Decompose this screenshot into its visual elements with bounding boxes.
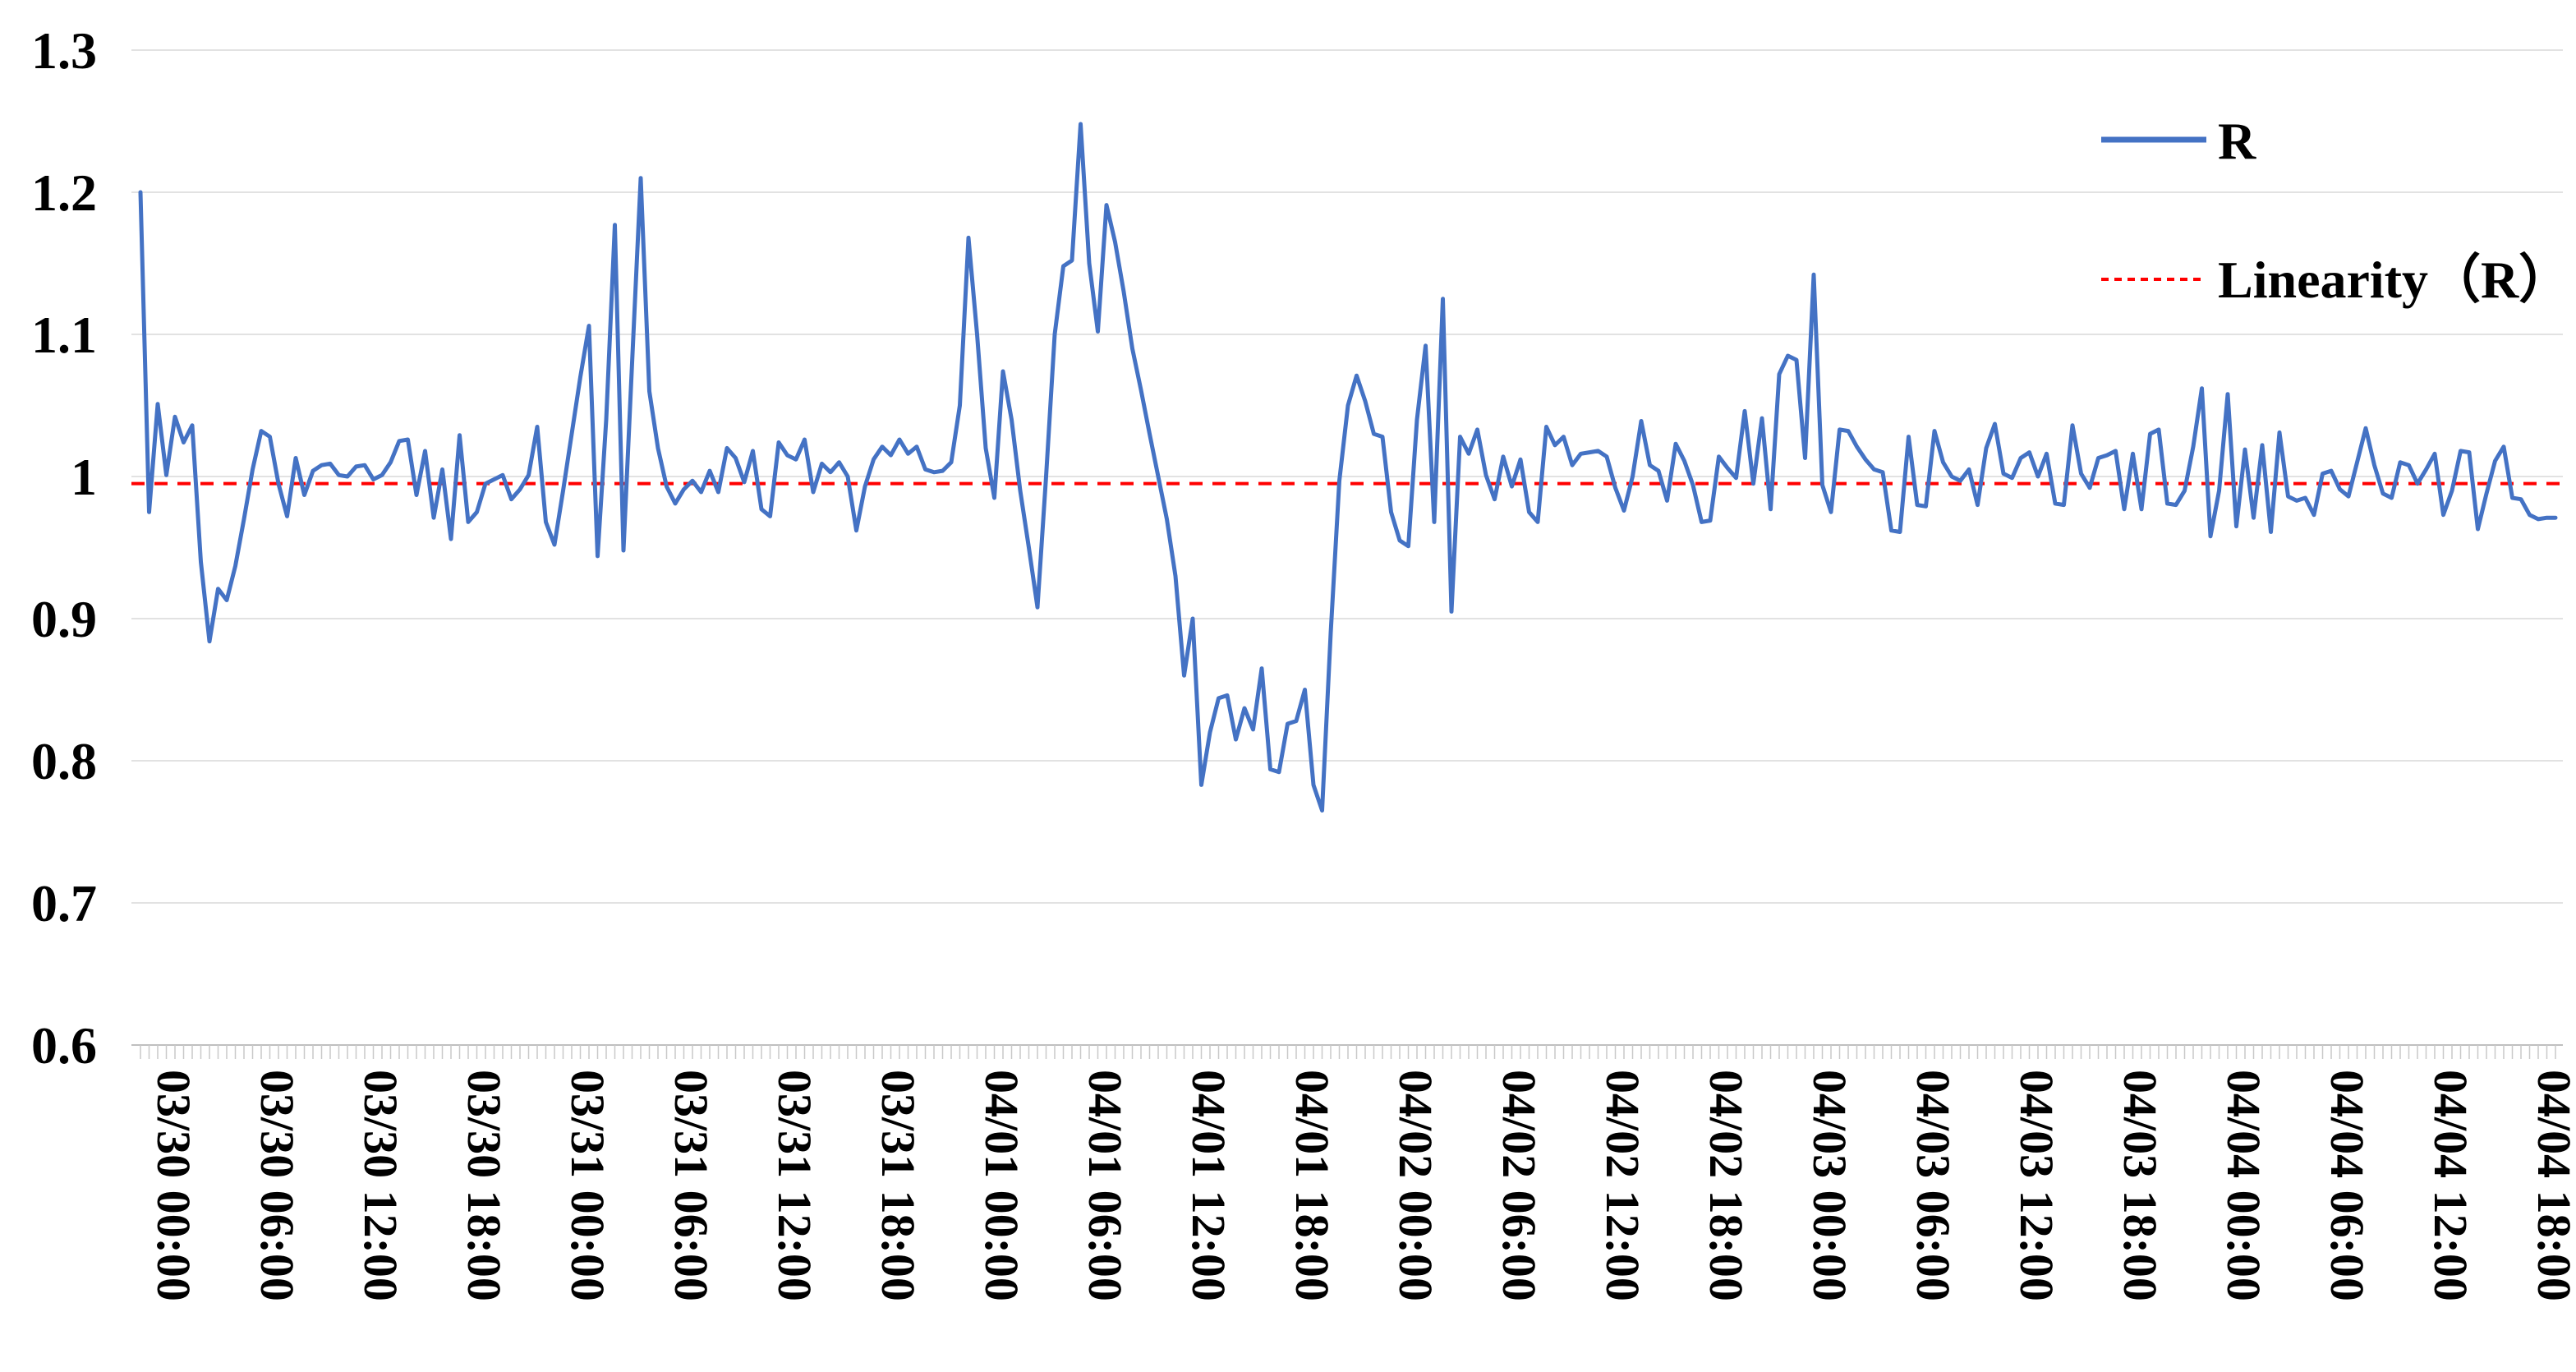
y-axis-label: 0.6 [31, 1016, 97, 1075]
x-axis-label: 03/30 12:00 [354, 1070, 407, 1301]
x-axis-label: 04/02 00:00 [1389, 1070, 1442, 1301]
y-axis-label: 0.7 [31, 874, 97, 932]
y-axis-label: 0.8 [31, 732, 97, 790]
x-axis-label: 04/02 12:00 [1596, 1070, 1649, 1301]
x-axis-label: 04/04 12:00 [2424, 1070, 2477, 1301]
x-axis-label: 04/01 00:00 [975, 1070, 1028, 1301]
x-axis-label: 04/02 18:00 [1700, 1070, 1753, 1301]
x-axis-label: 03/30 06:00 [251, 1070, 304, 1301]
x-axis-label: 04/04 18:00 [2528, 1070, 2576, 1301]
x-axis-minor-ticks [140, 1045, 2556, 1059]
legend: R Linearity（R） [2101, 112, 2571, 309]
x-axis-label: 03/31 06:00 [665, 1070, 718, 1301]
x-axis-label: 03/31 12:00 [768, 1070, 821, 1301]
x-axis-label: 04/01 18:00 [1286, 1070, 1339, 1301]
x-axis-label: 04/04 00:00 [2217, 1070, 2270, 1301]
x-axis-label: 03/31 18:00 [872, 1070, 925, 1301]
y-axis-label: 1.1 [31, 306, 97, 364]
x-axis-label: 04/01 06:00 [1079, 1070, 1132, 1301]
gridlines [131, 49, 2563, 904]
y-axis-label: 1 [71, 448, 97, 506]
x-axis-label: 03/30 00:00 [147, 1070, 200, 1301]
y-axis-labels: 1.3 1.2 1.1 1 0.9 0.8 0.7 0.6 [31, 21, 97, 1075]
x-axis-label: 04/03 18:00 [2114, 1070, 2167, 1301]
x-axis-label: 04/03 06:00 [1907, 1070, 1960, 1301]
legend-linearity-label: Linearity（R） [2218, 251, 2571, 309]
legend-r-label: R [2218, 112, 2256, 170]
x-axis-label: 04/04 06:00 [2321, 1070, 2374, 1301]
x-axis-label: 04/03 00:00 [1803, 1070, 1856, 1301]
r-series [138, 122, 2558, 813]
x-axis-label: 04/03 12:00 [2010, 1070, 2063, 1301]
x-axis-label: 04/02 06:00 [1493, 1070, 1546, 1301]
x-axis-label: 04/01 12:00 [1182, 1070, 1235, 1301]
x-axis-label: 03/30 18:00 [458, 1070, 511, 1301]
y-axis-label: 1.3 [31, 21, 97, 80]
r-series-line [138, 122, 2558, 813]
y-axis-label: 1.2 [31, 163, 97, 222]
y-axis-label: 0.9 [31, 590, 97, 648]
x-axis-label: 03/31 00:00 [561, 1070, 614, 1301]
x-axis-labels: 03/30 00:00 03/30 06:00 03/30 12:00 03/30 1… [147, 1070, 2576, 1301]
